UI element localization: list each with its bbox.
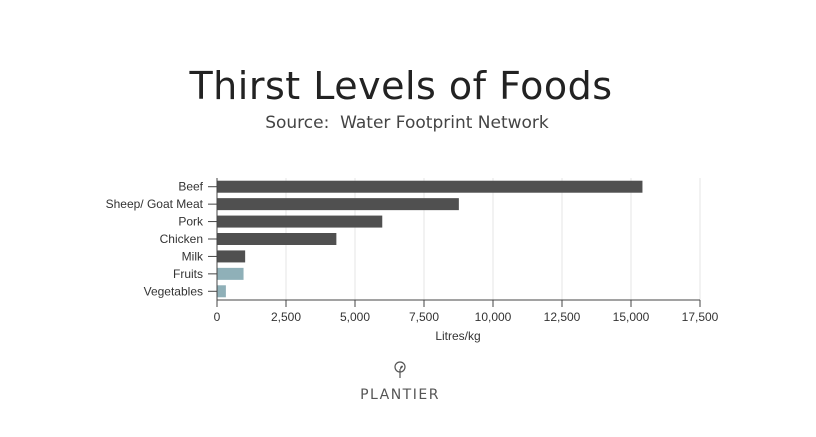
brand-logo-text: PLANTIER [360, 387, 440, 403]
x-tick-label: 2,500 [271, 310, 301, 324]
y-tick-label: Pork [178, 215, 204, 229]
plant-sprout-icon [394, 361, 406, 378]
bar-beef [217, 180, 643, 193]
y-tick-label: Fruits [173, 267, 203, 281]
bars [217, 180, 643, 298]
x-tick-label: 7,500 [409, 310, 439, 324]
brand-logo: PLANTIER [350, 360, 450, 403]
chart-subtitle: Source: Water Footprint Network [265, 113, 549, 133]
x-tick-label: 15,000 [613, 310, 650, 324]
x-tick-label: 12,500 [544, 310, 581, 324]
y-tick-label: Vegetables [144, 284, 203, 298]
y-tick-label: Beef [178, 180, 203, 194]
y-tick-label: Sheep/ Goat Meat [106, 197, 204, 211]
y-tick-label: Chicken [160, 232, 203, 246]
x-tick-label: 10,000 [475, 310, 512, 324]
y-tick-label: Milk [182, 249, 204, 263]
axes: Beef Sheep/ Goat Meat Pork Chicken Milk Fruit… [106, 178, 719, 324]
bar-chicken [217, 233, 337, 245]
chart-title: Thirst Levels of Foods [189, 64, 613, 108]
x-axis-label: Litres/kg [435, 329, 480, 343]
bar-fruits [217, 267, 244, 280]
grid-lines [285, 178, 701, 300]
x-tick-label: 5,000 [340, 310, 370, 324]
x-tick-label: 0 [214, 310, 221, 324]
bar-vegetables [217, 285, 226, 298]
x-tick-label: 17,500 [682, 310, 719, 324]
bar-sheep-goat-meat [217, 198, 459, 211]
bar-milk [217, 250, 246, 263]
bar-pork [217, 215, 383, 228]
